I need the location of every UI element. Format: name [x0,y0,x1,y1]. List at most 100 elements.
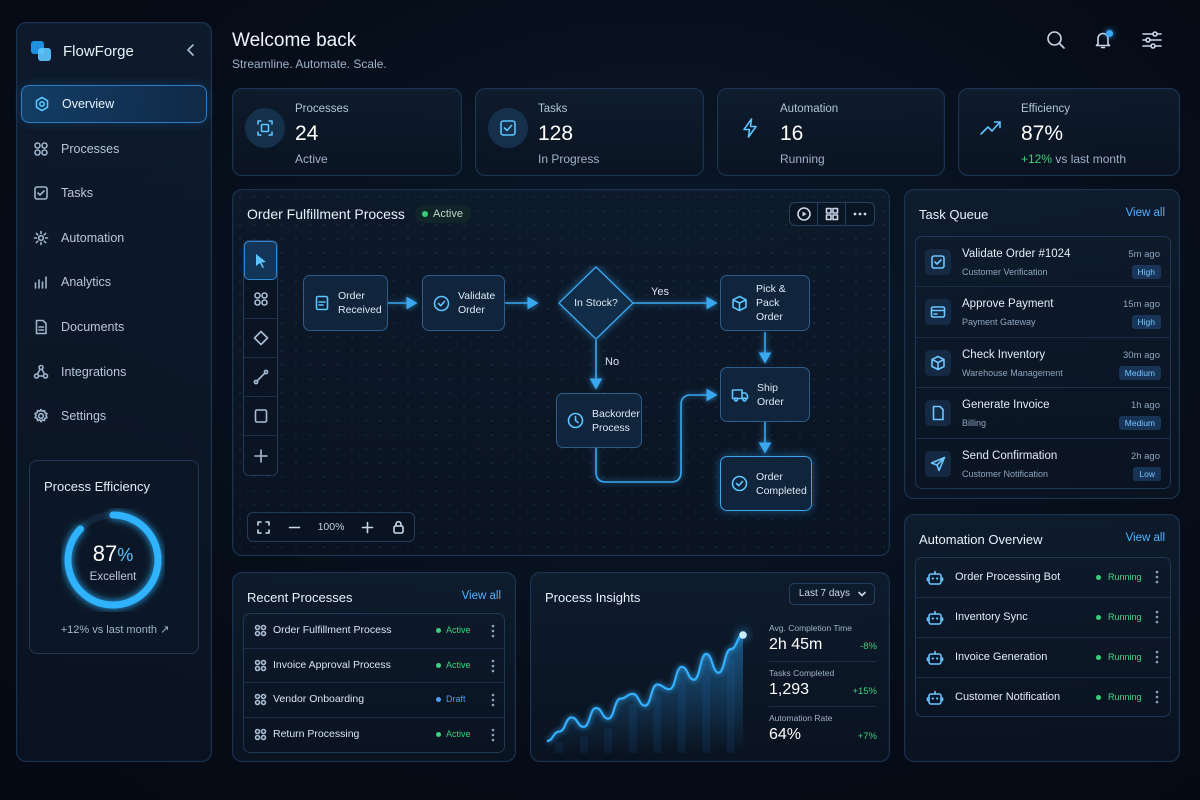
automation-view-all-link[interactable]: View all [1125,532,1165,544]
flow-node-order-received[interactable]: Order Received [303,275,388,331]
status-badge: Active [436,625,471,635]
sidebar-item-processes[interactable]: Processes [21,130,207,168]
add-tool-icon[interactable] [244,436,277,475]
node-tool-icon[interactable] [244,280,277,319]
page-tagline: Streamline. Automate. Scale. [232,57,387,71]
sidebar-item-integrations[interactable]: Integrations [21,353,207,391]
send-icon [925,450,951,477]
list-item[interactable]: Generate Invoice Billing 1h ago Medium [916,388,1170,439]
fit-screen-icon[interactable] [248,513,279,541]
filters-icon[interactable] [1141,30,1163,50]
stat-label: Tasks [538,103,568,115]
stat-label: Processes [295,103,349,115]
brand[interactable]: FlowForge [29,39,134,63]
list-item[interactable]: Order Fulfillment Process Active [244,614,504,649]
more-horizontal-icon[interactable] [846,203,874,225]
flow-node-validate-order[interactable]: Validate Order [422,275,505,331]
flow-node-pick-pack[interactable]: Pick & Pack Order [720,275,810,331]
task-queue-view-all-link[interactable]: View all [1125,207,1165,219]
kebab-menu-icon[interactable] [490,658,496,674]
kebab-menu-icon[interactable] [490,623,496,639]
list-item[interactable]: Customer Notification Running [916,678,1170,718]
lock-icon[interactable] [383,513,414,541]
bell-icon[interactable] [1093,30,1113,50]
task-title: Approve Payment [962,298,1054,311]
date-range-select[interactable]: Last 7 days [788,583,875,605]
status-badge: Running [1096,572,1142,582]
stat-card-efficiency[interactable]: Efficiency 87% +12% vs last month [958,88,1180,176]
recent-processes-title: Recent Processes [247,590,353,605]
decision-icon [558,266,634,340]
play-icon[interactable] [790,203,818,225]
metric-delta: -8% [860,641,877,652]
kebab-menu-icon[interactable] [1154,609,1160,625]
automation-name: Order Processing Bot [955,571,1061,583]
stat-sub: In Progress [538,152,600,166]
insights-title: Process Insights [545,590,641,605]
kebab-menu-icon[interactable] [490,727,496,743]
list-item[interactable]: Order Processing Bot Running [916,558,1170,598]
check-circle-icon [433,295,450,312]
list-item[interactable]: Return Processing Active [244,718,504,753]
note-tool-icon[interactable] [244,397,277,436]
list-item[interactable]: Approve Payment Payment Gateway 15m ago … [916,287,1170,338]
sidebar-item-documents[interactable]: Documents [21,308,207,346]
flow-node-order-completed[interactable]: Order Completed [720,456,812,511]
collapse-sidebar-icon[interactable] [185,43,197,57]
connector-tool-icon[interactable] [244,358,277,397]
sidebar-item-tasks[interactable]: Tasks [21,174,207,212]
kebab-menu-icon[interactable] [1154,689,1160,705]
zoom-in-icon[interactable] [352,513,383,541]
list-item[interactable]: Invoice Approval Process Active [244,649,504,683]
stat-card-tasks[interactable]: Tasks 128 In Progress [475,88,704,176]
sidebar-item-settings[interactable]: Settings [21,397,207,435]
metric-label: Tasks Completed [769,668,835,678]
efficiency-unit: % [117,545,134,565]
sidebar-item-analytics[interactable]: Analytics [21,263,207,301]
stat-label: Automation [780,103,839,115]
trend-up-icon [971,108,1011,148]
sidebar-item-label: Integrations [61,364,127,379]
stat-card-processes[interactable]: Processes 24 Active [232,88,462,176]
box-icon [925,349,951,376]
list-item[interactable]: Send Confirmation Customer Notification … [916,439,1170,489]
kebab-menu-icon[interactable] [1154,649,1160,665]
process-flow-panel: Order Fulfillment Process Active Order R… [232,189,890,556]
pointer-tool-icon[interactable] [244,241,277,280]
flow-node-in-stock[interactable]: In Stock? [557,265,635,341]
documents-icon [33,319,49,335]
recent-view-all-link[interactable]: View all [461,590,501,602]
flowforge-logo-icon [29,39,53,63]
sidebar-item-automation[interactable]: Automation [21,219,207,257]
kebab-menu-icon[interactable] [1154,569,1160,585]
list-item[interactable]: Inventory Sync Running [916,598,1170,638]
stat-card-automation[interactable]: Automation 16 Running [717,88,945,176]
search-icon[interactable] [1046,30,1066,50]
edge-label-yes: Yes [651,286,669,298]
list-item[interactable]: Validate Order #1024 Customer Verificati… [916,237,1170,288]
zoom-out-icon[interactable] [279,513,310,541]
integrations-icon [33,364,49,380]
efficiency-footer: +12% vs last month ↗ [30,623,200,636]
metric-delta: +7% [857,731,877,742]
task-subtitle: Payment Gateway [962,317,1036,328]
task-time: 30m ago [1123,349,1160,361]
list-item[interactable]: Vendor Onboarding Draft [244,683,504,718]
sidebar-item-label: Tasks [61,186,93,201]
list-item[interactable]: Check Inventory Warehouse Management 30m… [916,338,1170,389]
sidebar-item-overview[interactable]: Overview [21,85,207,123]
task-time: 15m ago [1123,299,1160,311]
flow-node-ship-order[interactable]: Ship Order [720,367,810,422]
kebab-menu-icon[interactable] [490,692,496,708]
list-item[interactable]: Invoice Generation Running [916,638,1170,678]
task-time: 1h ago [1130,400,1160,412]
process-icon [254,728,267,741]
zoom-level: 100% [317,521,345,533]
flow-node-backorder[interactable]: Backorder Process [556,393,642,448]
decision-tool-icon[interactable] [244,319,277,358]
grid-view-icon[interactable] [818,203,846,225]
process-icon [254,693,267,706]
process-insights-panel: Process Insights Last 7 days Avg. Comple… [530,572,890,762]
page-title: Welcome back [232,30,357,51]
priority-badge: High [1131,315,1161,330]
